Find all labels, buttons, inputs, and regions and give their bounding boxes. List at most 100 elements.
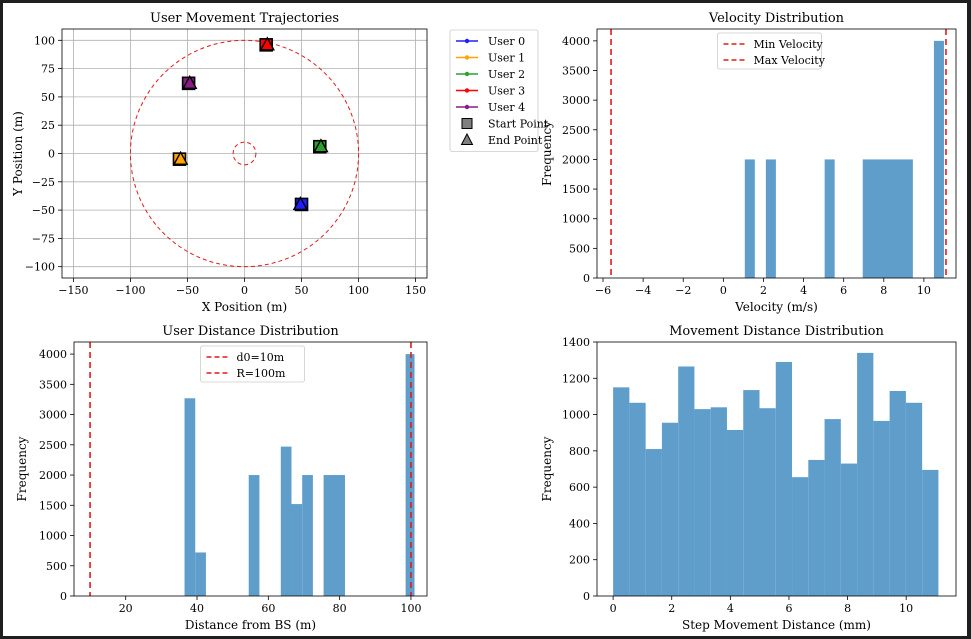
x-tick-label: 0 [720,284,727,297]
y-tick-label: 4000 [562,35,590,48]
legend-label: End Point [488,134,543,147]
histogram-bar [678,366,695,596]
trajectory-point [298,202,303,207]
y-tick-label: 2000 [39,469,67,482]
legend-dot-swatch [464,55,470,60]
histogram-bar [862,159,913,278]
x-axis-label: Distance from BS (m) [185,618,316,632]
x-tick-label: −150 [58,284,88,297]
y-tick-label: 50 [41,91,55,104]
y-axis-label: Frequency [540,121,554,186]
x-tick-label: 10 [917,284,931,297]
histogram-bar [302,475,313,596]
legend-square-swatch [461,118,473,129]
histogram-bar [889,390,906,596]
legend-label: User 3 [488,85,525,98]
x-tick-label: 0 [610,602,617,615]
histogram-bar [744,159,755,278]
figure: −150 −100 −50 0 50 100 150 −100 −75 −50 −25 0 25 50 75… [3,3,967,636]
histogram-bar [629,402,646,596]
legend-dot-swatch [464,88,470,93]
x-tick-label: 8 [880,284,887,297]
histogram-bar [873,420,890,596]
coverage-circle [232,141,257,166]
x-tick-label: −4 [635,284,651,297]
y-tick-label: 0 [583,272,590,285]
histogram-bar [645,449,662,596]
histogram-bar [405,354,415,596]
histogram-bar [765,159,776,278]
histogram-bar [743,390,760,596]
legend-label: User 1 [488,52,525,65]
chart-title: Movement Distance Distribution [669,324,884,339]
y-tick-label: 3000 [39,409,67,422]
histogram-bar [280,446,292,596]
y-tick-label: 600 [569,481,590,494]
y-tick-label: 0 [48,148,55,161]
y-tick-label: 3500 [39,378,67,391]
x-tick-label: 150 [405,284,426,297]
legend: Min Velocity Max Velocity [717,32,826,70]
x-tick-label: −2 [675,284,691,297]
y-tick-label: −25 [32,176,55,189]
y-tick-label: 0 [583,590,590,603]
histogram-bar [840,463,858,596]
x-tick-label: 8 [844,602,851,615]
y-tick-label: 1400 [562,336,590,349]
y-tick-label: 0 [60,590,67,603]
legend-label: User 2 [488,68,525,81]
figure-canvas: −150 −100 −50 0 50 100 150−100−75−50−250255075… [11,11,957,632]
trajectory-point [187,81,192,86]
chart-velocity: −6 −4 −2 0 2 4 6 8 10 0 500 1000 1500 2000 2500 3000 350… [540,11,957,314]
coverage-circle [129,39,360,268]
x-axis-label: X Position (m) [202,300,287,314]
x-tick-label: 20 [119,602,133,615]
legend-dot-swatch [464,38,470,44]
y-tick-label: 400 [569,517,590,530]
histogram-bar [184,398,196,596]
legend-triangle-swatch [460,132,474,145]
y-tick-label: 2500 [562,124,590,137]
y-tick-label: 1000 [562,409,590,422]
x-axis-label: Step Movement Distance (mm) [682,618,871,632]
histogram-bar [922,469,939,596]
y-tick-label: 75 [41,63,55,76]
y-tick-label: −75 [32,232,55,245]
y-tick-label: 500 [569,242,590,255]
y-tick-label: 500 [46,560,67,573]
histogram-bar [857,352,874,596]
y-tick-label: −50 [32,204,55,217]
histogram-bar [759,408,776,596]
x-tick-label: 4 [727,602,734,615]
chart-distance: 20 40 60 80 10005001000150020002500300035004… [15,324,428,632]
y-tick-label: 800 [569,445,590,458]
x-tick-label: 2 [668,602,675,615]
trajectory-point [265,42,270,47]
chart-title: User Distance Distribution [162,324,339,339]
histogram-bar [808,459,825,596]
x-tick-label: −6 [595,284,611,297]
x-tick-label: 100 [400,602,421,615]
x-tick-label: 40 [190,602,204,615]
legend: User 0 User 1 User 2 User 3 User 4 Start Poin… [449,29,549,152]
histogram-bar [694,409,711,596]
x-tick-label: 4 [800,284,807,297]
legend-dot-swatch [464,71,470,77]
legend-label: R=100m [237,367,286,380]
histogram-bar [775,361,793,596]
x-tick-label: 60 [261,602,275,615]
trajectory-point [318,144,323,149]
chart-title: Velocity Distribution [708,11,845,26]
chart-trajectories: −150 −100 −50 0 50 100 150−100−75−50−250255075… [11,11,549,314]
y-tick-label: 100 [34,34,55,47]
histogram-bar [824,159,835,278]
y-tick-label: 2000 [562,153,590,166]
x-tick-label: 6 [785,602,792,615]
histogram-bar [905,402,923,596]
histogram-bar [710,407,727,596]
histogram-bar [661,422,679,596]
histogram-bar [323,475,345,596]
legend-label: Min Velocity [754,38,824,51]
x-tick-label: 80 [333,602,347,615]
x-tick-label: 2 [760,284,767,297]
